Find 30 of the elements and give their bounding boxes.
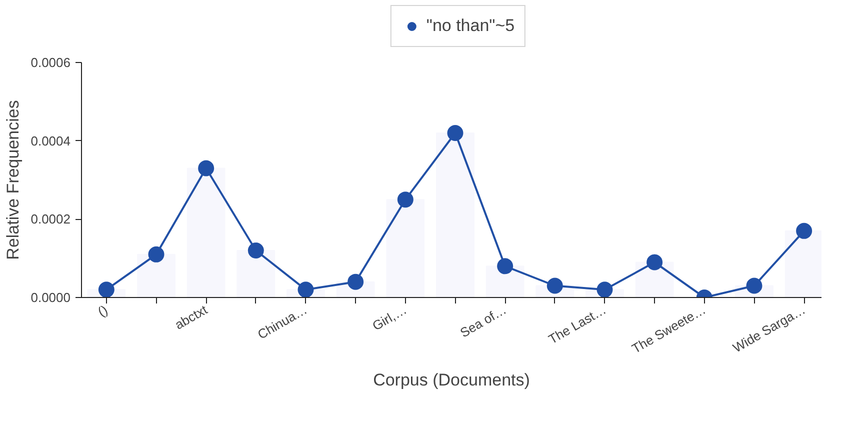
y-tick-label: 0.0002 [30, 212, 71, 227]
bar [236, 250, 276, 298]
x-tick-label: Girl,… [370, 302, 410, 334]
point [248, 242, 264, 258]
point [298, 282, 314, 298]
x-axis-title: Corpus (Documents) [373, 370, 530, 390]
point [746, 278, 762, 294]
bar [137, 254, 176, 298]
bar [386, 199, 425, 298]
point [447, 125, 464, 141]
y-tick-label: 0.0004 [30, 133, 71, 148]
point [98, 282, 114, 298]
point [796, 222, 812, 239]
point [546, 278, 563, 294]
y-tick-label: 0.0000 [30, 290, 71, 305]
point [497, 258, 514, 274]
point [198, 160, 214, 176]
x-tick-label: Sea of… [458, 302, 509, 340]
bar [186, 168, 226, 298]
y-tick-label: 0.0006 [30, 55, 71, 70]
x-tick-label: The Last… [546, 302, 608, 347]
y-axis-title: Relative Frequencies [4, 100, 23, 260]
point [397, 192, 414, 208]
bar [436, 132, 474, 298]
point [148, 246, 164, 262]
point [348, 274, 364, 290]
legend-label: "no than"~5 [426, 16, 515, 36]
x-tick-label: () [95, 302, 110, 320]
point [596, 282, 613, 298]
point [646, 254, 663, 270]
